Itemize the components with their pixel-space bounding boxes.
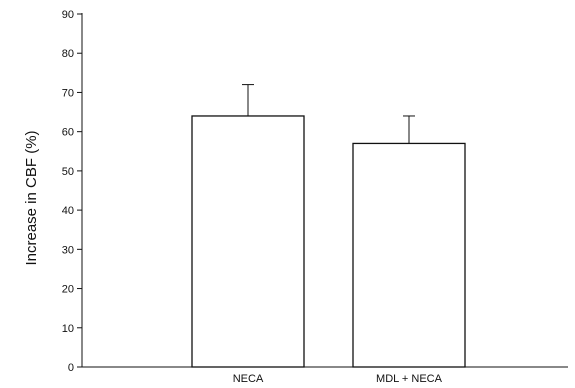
y-tick-label: 60 <box>62 127 74 139</box>
y-tick-label: 70 <box>62 87 74 99</box>
x-tick-label: MDL + NECA <box>376 373 443 385</box>
y-tick-label: 90 <box>62 9 74 21</box>
bar-2 <box>352 142 466 368</box>
x-tick-label: NECA <box>233 373 264 385</box>
y-tick-label: 10 <box>62 323 74 335</box>
y-tick-label: 40 <box>62 205 74 217</box>
y-tick-label: 30 <box>62 244 74 256</box>
bar-1 <box>191 115 305 368</box>
bars <box>191 84 466 368</box>
y-ticks: 0 10 20 30 40 50 60 70 80 90 <box>62 9 82 374</box>
y-tick-label: 0 <box>68 362 74 374</box>
x-ticks: NECA MDL + NECA <box>233 373 443 385</box>
axes <box>81 13 568 368</box>
y-tick-label: 80 <box>62 48 74 60</box>
y-tick-label: 20 <box>62 284 74 296</box>
y-tick-label: 50 <box>62 166 74 178</box>
y-axis-label: Increase in CBF (%) <box>23 130 40 265</box>
